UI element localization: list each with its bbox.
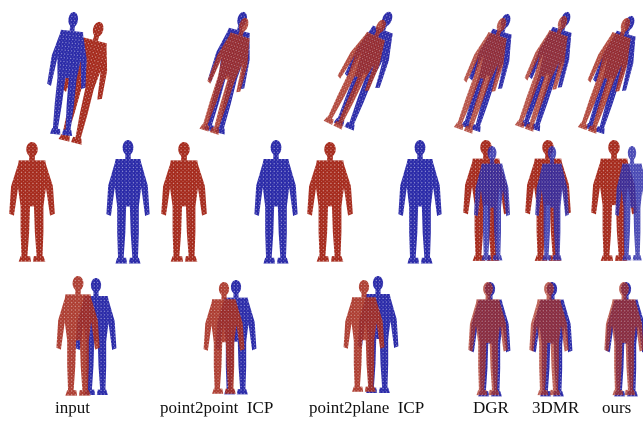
- row-2-ours: [591, 140, 643, 261]
- row-1-3dmr: [508, 6, 585, 135]
- row-2-point2point-icp: [161, 140, 298, 264]
- caption-input: input: [55, 398, 90, 417]
- caption-point2point-icp: point2point ICP: [160, 398, 274, 417]
- row-2-input: [9, 140, 150, 264]
- row-2-point2plane-icp: [307, 140, 442, 264]
- row-1-input: [41, 9, 120, 147]
- caption-dgr: DGR: [473, 398, 509, 417]
- row-1-point2point-icp: [192, 7, 263, 138]
- row-2-3dmr: [525, 140, 571, 261]
- row-3-input: [56, 276, 117, 396]
- row-1-point2plane-icp: [317, 4, 408, 134]
- row-1-ours: [571, 10, 643, 137]
- row-3-3dmr: [529, 282, 573, 397]
- row-3-ours: [604, 282, 643, 397]
- row-3-point2point-icp: [203, 280, 257, 395]
- row-3-point2plane-icp: [343, 276, 399, 393]
- row-3-dgr: [468, 282, 511, 397]
- row-2-dgr: [463, 140, 510, 261]
- caption-point2plane-icp: point2plane ICP: [309, 398, 425, 417]
- row-1-dgr: [447, 8, 525, 137]
- caption-ours: ours: [602, 398, 632, 417]
- caption-3dmr: 3DMR: [532, 398, 580, 417]
